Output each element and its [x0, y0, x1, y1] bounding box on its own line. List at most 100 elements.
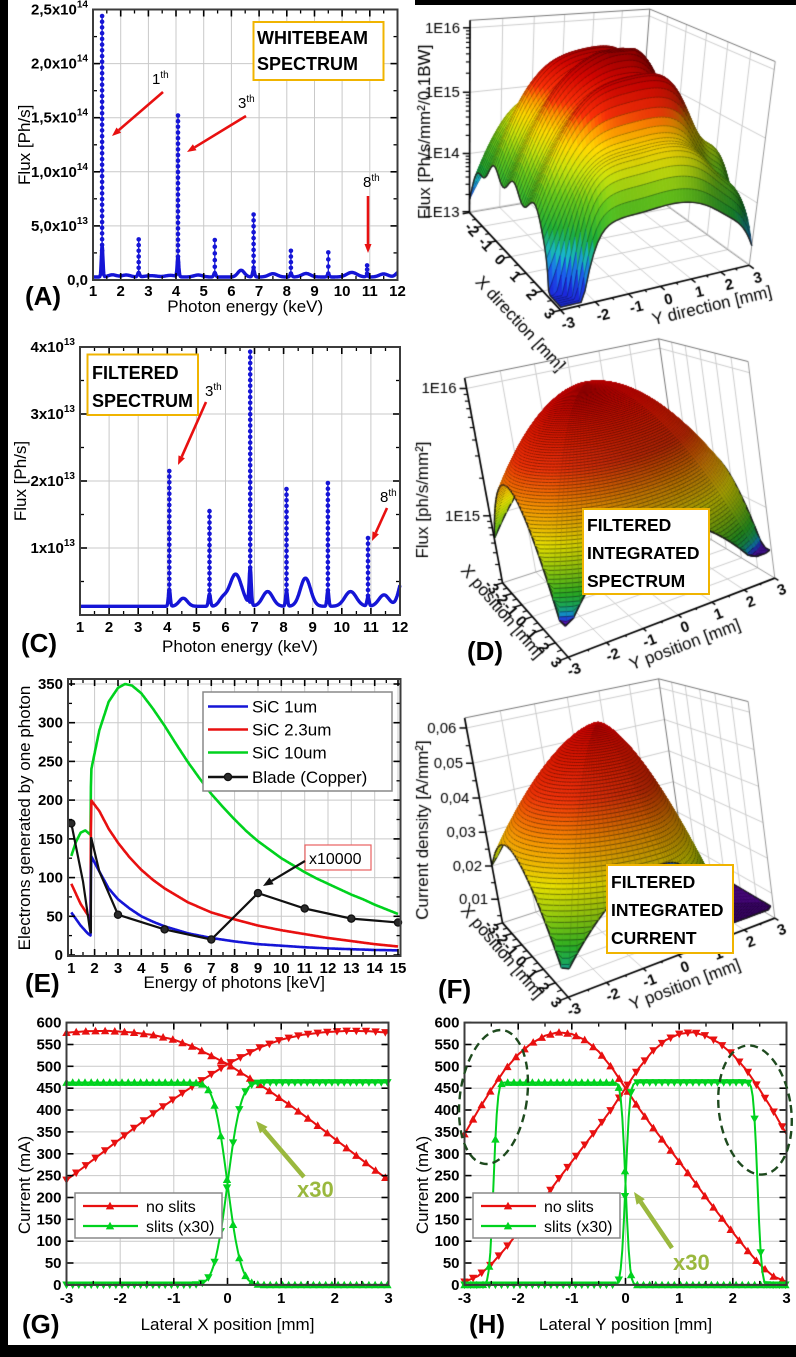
svg-text:0: 0	[451, 1277, 459, 1294]
svg-text:Lateral Y position [mm]: Lateral Y position [mm]	[539, 1315, 712, 1334]
svg-text:12: 12	[320, 960, 337, 977]
svg-text:Electrons generated by one pho: Electrons generated by one photon	[15, 686, 34, 951]
svg-text:4x1013: 4x1013	[31, 337, 76, 356]
svg-text:7: 7	[255, 283, 263, 300]
svg-text:-1: -1	[167, 1290, 180, 1307]
svg-text:9: 9	[310, 283, 318, 300]
svg-text:3: 3	[782, 1290, 790, 1307]
svg-text:1: 1	[76, 619, 84, 636]
svg-text:(F): (F)	[438, 974, 471, 1004]
svg-text:Photon energy (keV): Photon energy (keV)	[167, 297, 323, 316]
svg-text:0,0: 0,0	[67, 272, 88, 289]
svg-text:(A): (A)	[25, 281, 61, 311]
svg-text:550: 550	[36, 1037, 61, 1054]
svg-text:250: 250	[38, 753, 63, 770]
svg-text:4: 4	[172, 283, 181, 300]
svg-text:1,0x1014: 1,0x1014	[31, 162, 88, 181]
svg-text:600: 600	[434, 1015, 459, 1032]
svg-text:2: 2	[105, 619, 113, 636]
svg-text:no slits: no slits	[146, 1199, 196, 1216]
svg-text:(G): (G)	[22, 1309, 60, 1339]
svg-text:8: 8	[230, 960, 238, 977]
svg-text:SiC 1um: SiC 1um	[252, 698, 317, 717]
svg-text:50: 50	[45, 1255, 62, 1272]
svg-text:3: 3	[144, 283, 152, 300]
svg-text:1x1013: 1x1013	[31, 538, 76, 557]
svg-text:6: 6	[227, 283, 235, 300]
svg-text:350: 350	[36, 1124, 61, 1141]
svg-text:13: 13	[343, 960, 360, 977]
svg-text:300: 300	[434, 1146, 459, 1163]
svg-text:SPECTRUM: SPECTRUM	[257, 54, 358, 74]
svg-text:11: 11	[297, 960, 313, 977]
svg-text:1,5x1014: 1,5x1014	[31, 108, 88, 127]
svg-text:350: 350	[434, 1124, 459, 1141]
svg-text:FILTERED: FILTERED	[611, 872, 695, 892]
svg-text:7: 7	[250, 619, 258, 636]
svg-text:150: 150	[36, 1211, 61, 1228]
svg-text:slits (x30): slits (x30)	[544, 1219, 612, 1236]
svg-text:SPECTRUM: SPECTRUM	[587, 571, 685, 591]
svg-text:1: 1	[67, 960, 75, 977]
svg-text:0: 0	[223, 1290, 231, 1307]
svg-text:15: 15	[390, 960, 407, 977]
svg-text:Lateral X position [mm]: Lateral X position [mm]	[141, 1315, 315, 1334]
svg-text:x30: x30	[297, 1177, 334, 1202]
svg-text:50: 50	[443, 1255, 460, 1272]
svg-text:10: 10	[273, 960, 290, 977]
svg-text:200: 200	[434, 1190, 459, 1207]
svg-text:(C): (C)	[21, 628, 57, 658]
svg-text:(H): (H)	[469, 1309, 505, 1339]
svg-text:-2: -2	[512, 1290, 525, 1307]
svg-text:4: 4	[137, 960, 146, 977]
svg-text:2: 2	[90, 960, 98, 977]
svg-text:2: 2	[331, 1290, 339, 1307]
svg-text:INTEGRATED: INTEGRATED	[611, 900, 723, 920]
svg-text:Blade (Copper): Blade (Copper)	[252, 768, 367, 787]
svg-text:3: 3	[384, 1290, 392, 1307]
svg-text:2,0x1014: 2,0x1014	[31, 54, 88, 73]
svg-text:-1: -1	[565, 1290, 578, 1307]
svg-text:250: 250	[434, 1168, 459, 1185]
svg-text:1: 1	[675, 1290, 683, 1307]
svg-text:100: 100	[36, 1233, 61, 1250]
svg-text:5: 5	[160, 960, 168, 977]
svg-text:no slits: no slits	[544, 1199, 594, 1216]
svg-text:6: 6	[221, 619, 229, 636]
svg-text:SiC 10um: SiC 10um	[252, 744, 327, 763]
svg-text:3th: 3th	[205, 382, 222, 400]
svg-text:11: 11	[362, 283, 378, 300]
svg-text:(E): (E)	[25, 968, 60, 998]
svg-text:8th: 8th	[380, 488, 397, 506]
svg-text:100: 100	[434, 1233, 459, 1250]
svg-text:450: 450	[434, 1080, 459, 1097]
svg-text:3x1013: 3x1013	[31, 404, 76, 423]
svg-text:9: 9	[254, 960, 262, 977]
svg-text:5,0x1013: 5,0x1013	[31, 216, 88, 235]
svg-text:450: 450	[36, 1080, 61, 1097]
svg-text:1: 1	[277, 1290, 285, 1307]
svg-text:8th: 8th	[363, 173, 380, 191]
svg-text:0: 0	[55, 947, 63, 964]
svg-text:SiC 2.3um: SiC 2.3um	[252, 721, 331, 740]
svg-text:2: 2	[117, 283, 125, 300]
svg-text:6: 6	[184, 960, 192, 977]
svg-text:2,5x1014: 2,5x1014	[31, 0, 88, 19]
svg-text:400: 400	[36, 1102, 61, 1119]
svg-text:550: 550	[434, 1037, 459, 1054]
svg-text:Current (mA): Current (mA)	[15, 1136, 34, 1234]
svg-text:400: 400	[434, 1102, 459, 1119]
svg-text:4: 4	[163, 619, 172, 636]
svg-text:10: 10	[333, 619, 350, 636]
svg-text:Photon energy (keV): Photon energy (keV)	[162, 637, 318, 656]
svg-text:8: 8	[279, 619, 287, 636]
svg-text:WHITEBEAM: WHITEBEAM	[257, 28, 368, 48]
svg-text:12: 12	[389, 283, 406, 300]
svg-text:500: 500	[434, 1058, 459, 1075]
svg-text:-3: -3	[458, 1290, 471, 1307]
svg-text:INTEGRATED: INTEGRATED	[587, 543, 699, 563]
svg-text:200: 200	[38, 792, 63, 809]
svg-text:0: 0	[53, 1277, 61, 1294]
svg-text:x30: x30	[673, 1250, 710, 1275]
svg-text:Flux [Ph/s]: Flux [Ph/s]	[11, 441, 30, 521]
